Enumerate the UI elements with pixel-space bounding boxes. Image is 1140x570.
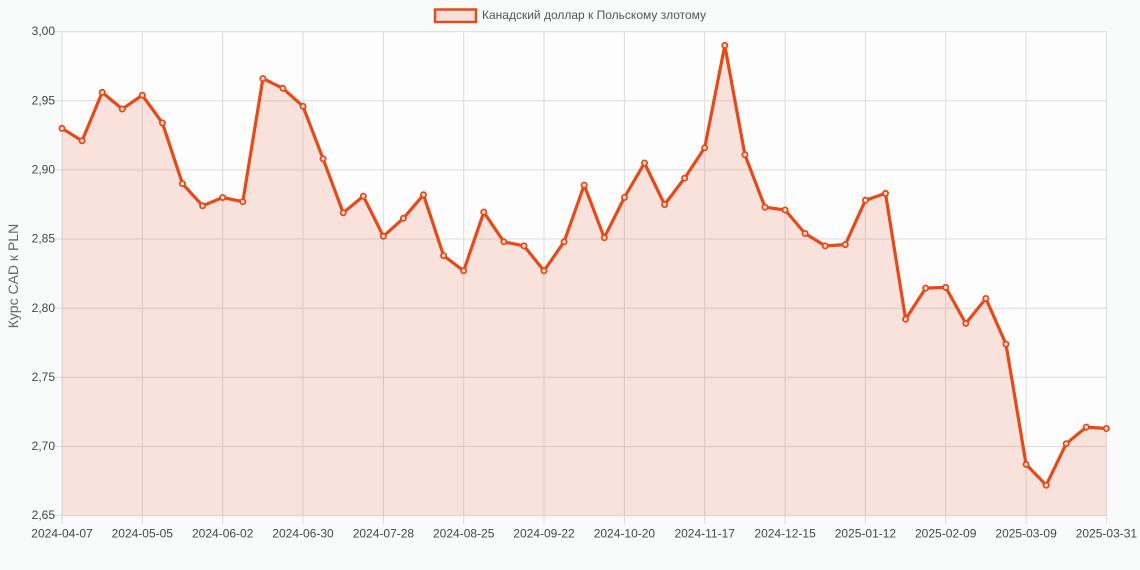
svg-text:2025-03-09: 2025-03-09 (995, 527, 1057, 541)
svg-text:2,85: 2,85 (32, 232, 56, 246)
svg-text:2025-01-12: 2025-01-12 (835, 527, 897, 541)
svg-text:2025-03-31: 2025-03-31 (1076, 527, 1138, 541)
svg-text:2024-05-05: 2024-05-05 (112, 527, 174, 541)
svg-text:2024-10-20: 2024-10-20 (594, 527, 656, 541)
svg-text:Канадский доллар к Польскому з: Канадский доллар к Польскому злотому (482, 8, 706, 22)
svg-text:3,00: 3,00 (32, 24, 56, 38)
svg-text:2025-02-09: 2025-02-09 (915, 527, 977, 541)
svg-text:2024-12-15: 2024-12-15 (754, 527, 816, 541)
svg-text:2,75: 2,75 (32, 370, 56, 384)
svg-text:2,80: 2,80 (32, 301, 56, 315)
svg-text:2,95: 2,95 (32, 93, 56, 107)
svg-text:Курс CAD к PLN: Курс CAD к PLN (5, 224, 21, 328)
svg-text:2024-06-30: 2024-06-30 (272, 527, 334, 541)
svg-text:2024-09-22: 2024-09-22 (513, 527, 575, 541)
svg-text:2,65: 2,65 (32, 508, 56, 522)
svg-text:2,90: 2,90 (32, 163, 56, 177)
svg-text:2024-07-28: 2024-07-28 (353, 527, 415, 541)
svg-text:2,70: 2,70 (32, 439, 56, 453)
svg-text:2024-04-07: 2024-04-07 (31, 527, 93, 541)
svg-text:2024-06-02: 2024-06-02 (192, 527, 254, 541)
svg-text:2024-08-25: 2024-08-25 (433, 527, 495, 541)
svg-text:2024-11-17: 2024-11-17 (674, 527, 735, 541)
